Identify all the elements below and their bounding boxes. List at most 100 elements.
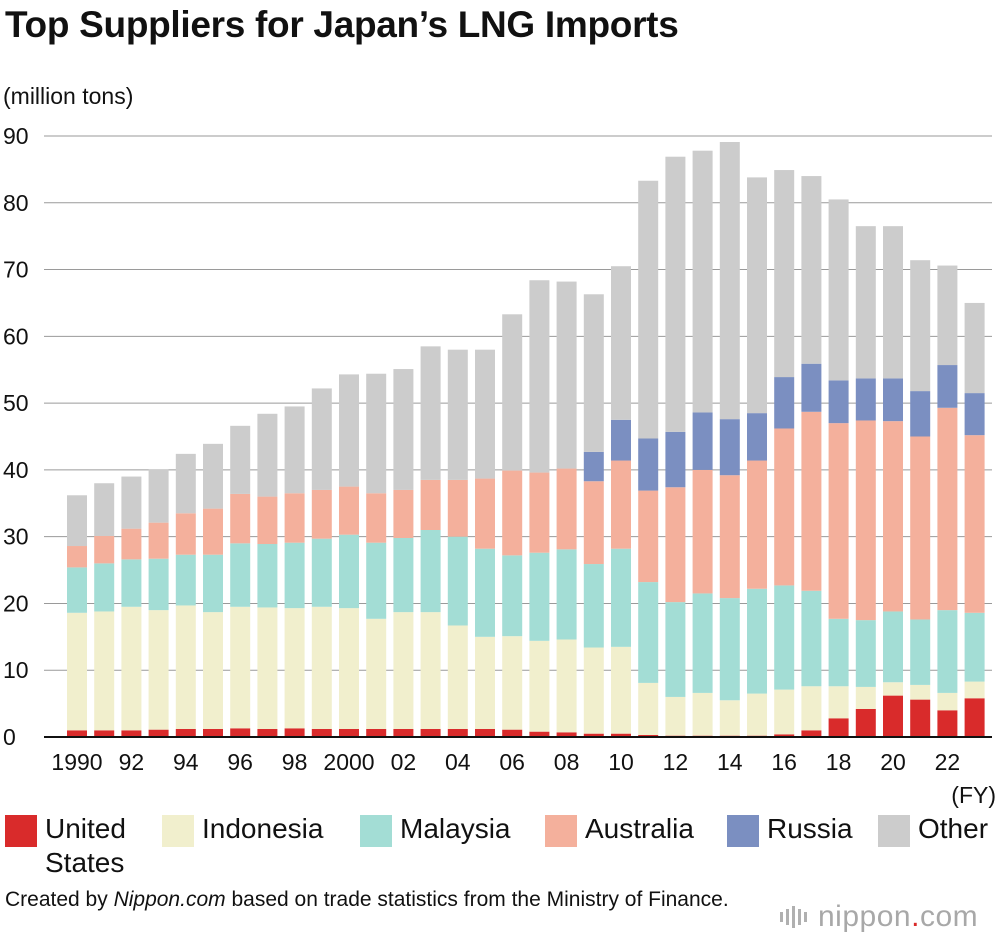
bar-segment-russia-2014 (719, 419, 740, 476)
bar-segment-malaysia-2018 (828, 618, 849, 687)
x-tick-label: 98 (282, 749, 308, 775)
bar-segment-united-states-1996 (230, 728, 251, 737)
bar-segment-indonesia-1990 (67, 612, 87, 731)
bar-segment-australia-1993 (148, 522, 169, 559)
bar-segment-united-states-2023 (964, 698, 985, 737)
bar-segment-australia-2013 (692, 469, 713, 594)
bar-segment-australia-2006 (502, 470, 523, 556)
bar-segment-malaysia-2016 (774, 585, 795, 690)
y-tick-label: 90 (3, 123, 29, 149)
bar-segment-australia-1994 (175, 513, 196, 555)
bar-segment-other-2022 (937, 265, 958, 366)
bar-segment-indonesia-2011 (638, 682, 659, 735)
bar-segment-malaysia-2008 (556, 549, 577, 640)
bar-segment-russia-2013 (692, 412, 713, 470)
bar-segment-australia-2014 (719, 475, 740, 599)
bar-segment-russia-2018 (828, 380, 849, 424)
bar-segment-malaysia-1992 (121, 559, 142, 607)
bar-segment-australia-2022 (937, 407, 958, 611)
bar-segment-united-states-1990 (67, 730, 87, 737)
bar-segment-australia-2010 (611, 460, 631, 549)
bar-segment-australia-2004 (447, 479, 468, 537)
bar-segment-united-states-2018 (828, 718, 849, 737)
bar-segment-indonesia-2019 (855, 686, 876, 709)
bar-segment-other-2006 (502, 314, 523, 471)
bar-segment-australia-2007 (529, 472, 550, 553)
bar-segment-other-2023 (964, 302, 985, 394)
legend-label-other: Other (918, 813, 989, 844)
bar-segment-other-2013 (692, 150, 713, 413)
bar-segment-russia-2020 (883, 378, 903, 422)
x-tick-label: 96 (227, 749, 253, 775)
legend-label-australia: Australia (585, 813, 694, 844)
bar-segment-australia-2001 (366, 493, 387, 543)
bar-segment-malaysia-2015 (747, 588, 767, 694)
bar-segment-other-1999 (311, 388, 332, 490)
bar-segment-malaysia-2019 (855, 620, 876, 687)
bar-segment-malaysia-1998 (284, 542, 305, 609)
bar-segment-other-2005 (475, 349, 495, 479)
logo-mark-icon (780, 906, 810, 928)
y-tick-label: 0 (3, 724, 16, 750)
bar-segment-other-2016 (774, 170, 795, 378)
bar-segment-malaysia-1990 (67, 567, 87, 613)
bar-segment-russia-2019 (855, 378, 876, 421)
bar-segment-indonesia-2010 (611, 646, 631, 734)
bar-segment-united-states-1998 (284, 728, 305, 737)
y-tick-label: 80 (3, 190, 29, 216)
bar-segment-malaysia-2012 (665, 602, 686, 697)
bar-segment-united-states-2016 (774, 734, 795, 737)
bar-segment-united-states-1994 (175, 728, 196, 737)
bar-segment-indonesia-1995 (203, 612, 223, 729)
bar-segment-united-states-2005 (475, 728, 495, 737)
bar-segment-united-states-2021 (910, 699, 931, 737)
bar-segment-other-2010 (611, 266, 631, 420)
bar-segment-indonesia-2008 (556, 639, 577, 733)
x-tick-label: 92 (119, 749, 145, 775)
bar-segment-indonesia-2014 (719, 700, 740, 736)
bar-segment-united-states-2007 (529, 731, 550, 737)
y-tick-label: 60 (3, 323, 29, 349)
bar-segment-united-states-1991 (94, 730, 115, 737)
legend-swatch-other (878, 815, 910, 847)
y-tick-label: 70 (3, 257, 29, 283)
bar-segment-other-2012 (665, 156, 686, 432)
bar-segment-other-2021 (910, 260, 931, 392)
bar-segment-indonesia-1998 (284, 608, 305, 729)
bar-segment-indonesia-2006 (502, 636, 523, 730)
bar-segment-australia-2019 (855, 420, 876, 621)
bar-segment-malaysia-2022 (937, 610, 958, 693)
legend-item-russia: Russia (727, 812, 877, 847)
y-tick-label: 20 (3, 590, 29, 616)
bar-segment-other-2017 (801, 176, 822, 364)
bar-segment-other-1994 (175, 453, 196, 514)
bar-segment-united-states-2009 (583, 733, 604, 737)
bar-segment-australia-2012 (665, 487, 686, 603)
x-tick-label: 08 (554, 749, 580, 775)
bar-segment-other-2020 (883, 226, 903, 379)
bar-segment-indonesia-2012 (665, 696, 686, 736)
y-tick-label: 30 (3, 524, 29, 550)
legend-item-malaysia: Malaysia (360, 812, 540, 847)
bar-segment-malaysia-2009 (583, 564, 604, 648)
source-suffix: based on trade statistics from the Minis… (225, 888, 729, 911)
x-tick-label: 02 (391, 749, 417, 775)
x-tick-label: 16 (771, 749, 797, 775)
x-tick-label: 2000 (323, 749, 374, 775)
bar-segment-malaysia-2006 (502, 555, 523, 637)
x-tick-label: 22 (935, 749, 961, 775)
bar-segment-malaysia-1991 (94, 563, 115, 612)
bar-segment-australia-2002 (393, 489, 414, 539)
bar-segment-other-1992 (121, 476, 142, 529)
source-prefix: Created by (5, 888, 114, 911)
source-note: Created by Nippon.com based on trade sta… (5, 886, 765, 914)
bar-segment-australia-2023 (964, 435, 985, 613)
bar-segment-other-1995 (203, 443, 223, 509)
legend-swatch-australia (545, 815, 577, 847)
bar-segment-other-2004 (447, 349, 468, 480)
bar-segment-australia-1998 (284, 493, 305, 543)
bar-segment-malaysia-1993 (148, 558, 169, 611)
bar-segment-russia-2023 (964, 393, 985, 436)
bar-segment-malaysia-1996 (230, 543, 251, 607)
bar-segment-united-states-1995 (203, 728, 223, 737)
